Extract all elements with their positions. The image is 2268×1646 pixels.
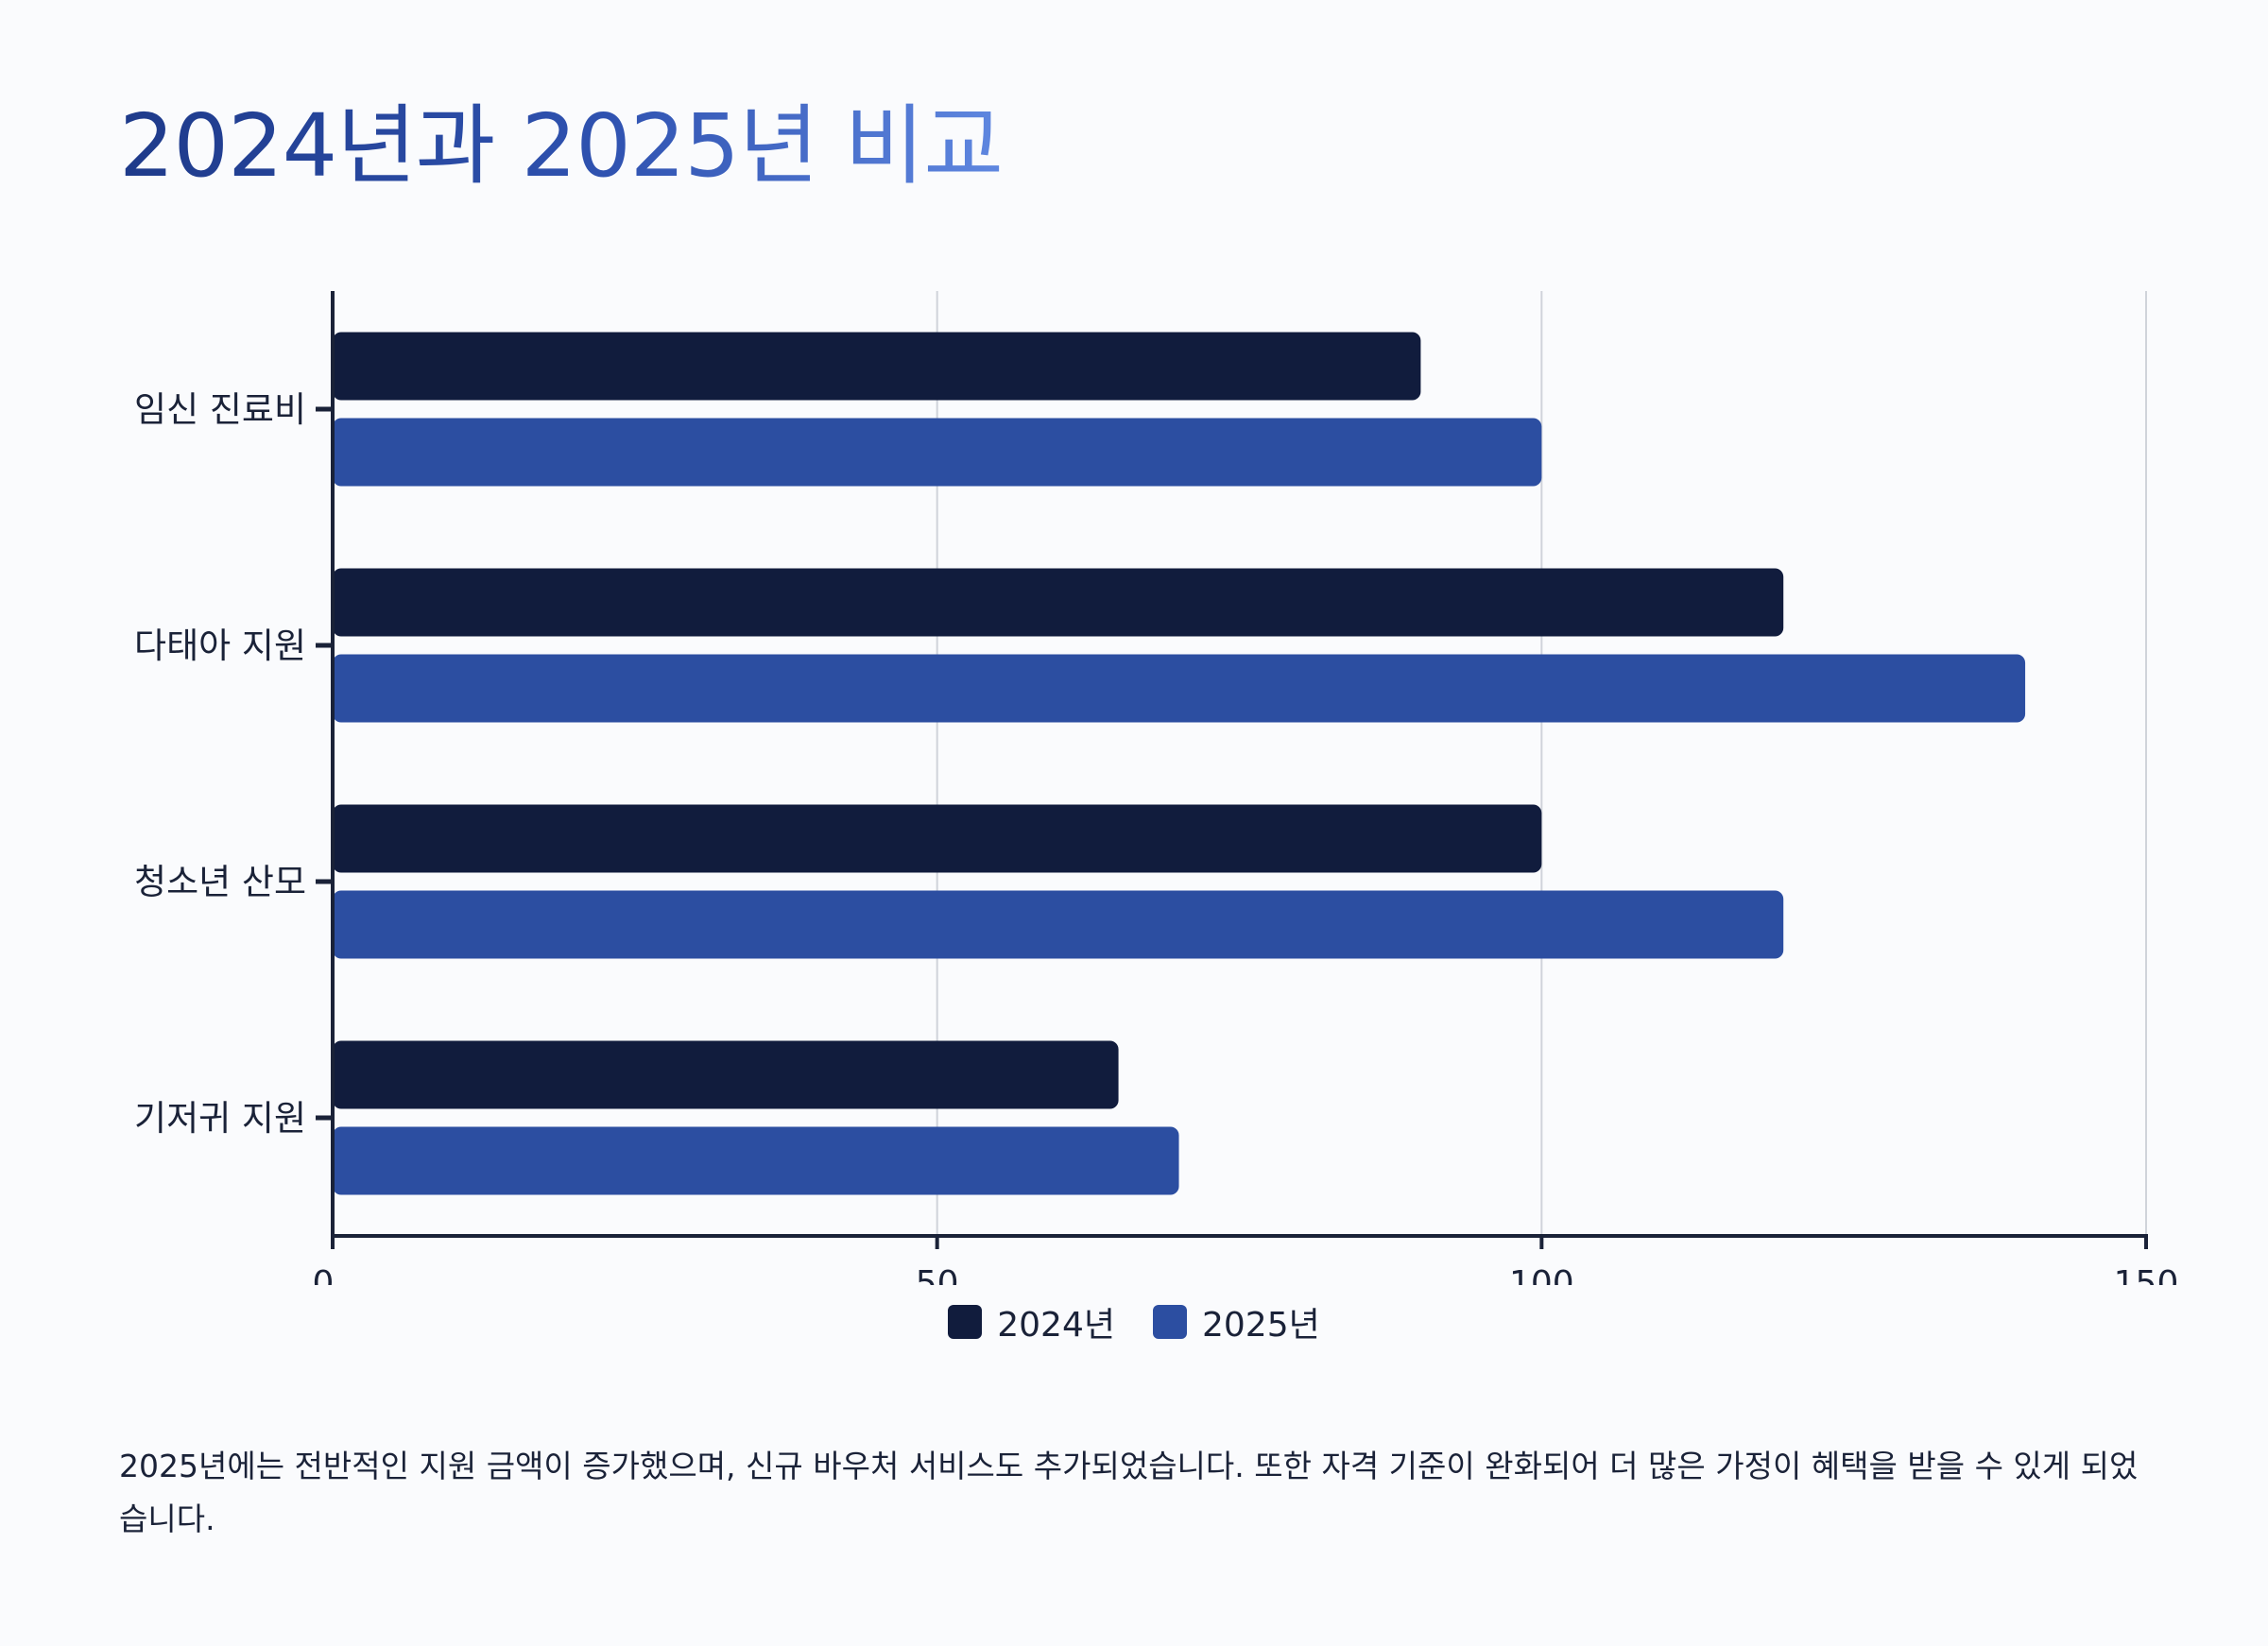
bar-2025[interactable]	[333, 654, 2026, 723]
bar-2024[interactable]	[333, 332, 1421, 401]
y-tick-label: 임신 진료비	[134, 389, 306, 430]
bar-2025[interactable]	[333, 1126, 1179, 1195]
legend-label-2025: 2025년	[1202, 1306, 1320, 1345]
legend-label-2024: 2024년	[997, 1306, 1115, 1345]
bar-2025[interactable]	[333, 890, 1784, 959]
bar-2024[interactable]	[333, 568, 1784, 637]
legend-item-2025[interactable]: 2025년	[1153, 1297, 1320, 1346]
page-title: 2024년과 2025년 비교	[119, 94, 1004, 198]
bar-2025[interactable]	[333, 418, 1542, 487]
x-tick-label: 150	[2114, 1264, 2179, 1285]
legend-swatch-2025	[1153, 1305, 1187, 1339]
y-tick-label: 기저귀 지원	[134, 1098, 306, 1139]
bar-2024[interactable]	[333, 804, 1542, 873]
x-tick-label: 50	[916, 1264, 959, 1285]
x-tick-label: 100	[1509, 1264, 1574, 1285]
y-tick-label: 청소년 산모	[134, 862, 306, 902]
x-tick-label: 0	[313, 1264, 335, 1285]
summary-note: 2025년에는 전반적인 지원 금액이 증가했으며, 신규 바우처 서비스도 추…	[119, 1448, 2139, 1537]
bar-2024[interactable]	[333, 1040, 1119, 1109]
chart-legend: 2024년 2025년	[0, 1297, 2268, 1346]
legend-item-2024[interactable]: 2024년	[948, 1297, 1115, 1346]
y-tick-label: 다태아 지원	[134, 626, 306, 666]
legend-swatch-2024	[948, 1305, 983, 1339]
